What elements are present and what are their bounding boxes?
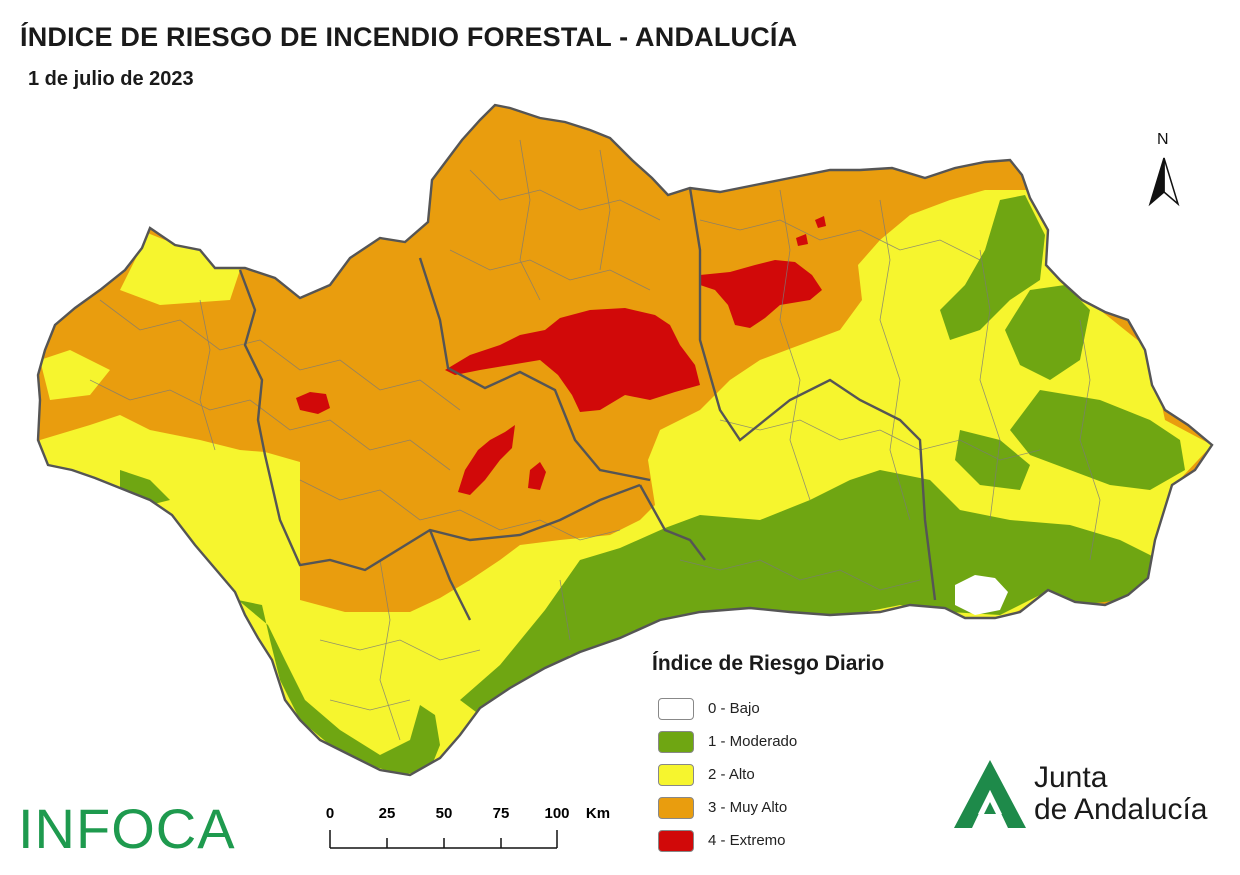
junta-line2: de Andalucía: [1034, 793, 1208, 826]
legend-item-muy-alto: 3 - Muy Alto: [652, 791, 884, 824]
north-arrow-icon: [1148, 157, 1180, 207]
legend-item-extremo: 4 - Extremo: [652, 824, 884, 857]
legend-item-alto: 2 - Alto: [652, 758, 884, 791]
legend-label: 2 - Alto: [708, 766, 755, 783]
legend-swatch: [658, 829, 694, 852]
scale-unit: Km: [586, 805, 610, 822]
scale-tick-label: 100: [544, 805, 569, 822]
legend-swatch: [658, 697, 694, 720]
legend-label: 4 - Extremo: [708, 832, 786, 849]
north-label: N: [1157, 131, 1169, 148]
scale-tick-label: 75: [493, 805, 510, 822]
legend-label: 1 - Moderado: [708, 733, 798, 750]
scale-tick-label: 50: [436, 805, 453, 822]
legend-label: 3 - Muy Alto: [708, 799, 788, 816]
junta-andalucia-logo-text: Junta de Andalucía: [1034, 762, 1207, 826]
map-title: ÍNDICE DE RIESGO DE INCENDIO FORESTAL - …: [20, 22, 798, 52]
junta-line1: Junta: [1034, 761, 1108, 794]
legend-swatch: [658, 763, 694, 786]
legend-item-bajo: 0 - Bajo: [652, 692, 884, 725]
legend-swatch: [658, 796, 694, 819]
legend-item-moderado: 1 - Moderado: [652, 725, 884, 758]
legend: Índice de Riesgo Diario 0 - Bajo 1 - Mod…: [652, 652, 884, 857]
infoca-logo: INFOCA: [18, 797, 236, 860]
legend-swatch: [658, 730, 694, 753]
scale-tick-label: 25: [379, 805, 396, 822]
junta-andalucia-logo-icon: [954, 760, 1026, 828]
legend-title: Índice de Riesgo Diario: [652, 652, 885, 675]
legend-label: 0 - Bajo: [708, 700, 760, 717]
scale-tick-label: 0: [326, 805, 334, 822]
map-date: 1 de julio de 2023: [28, 68, 194, 90]
scale-bar: 0 25 50 75 100 Km: [326, 805, 610, 849]
